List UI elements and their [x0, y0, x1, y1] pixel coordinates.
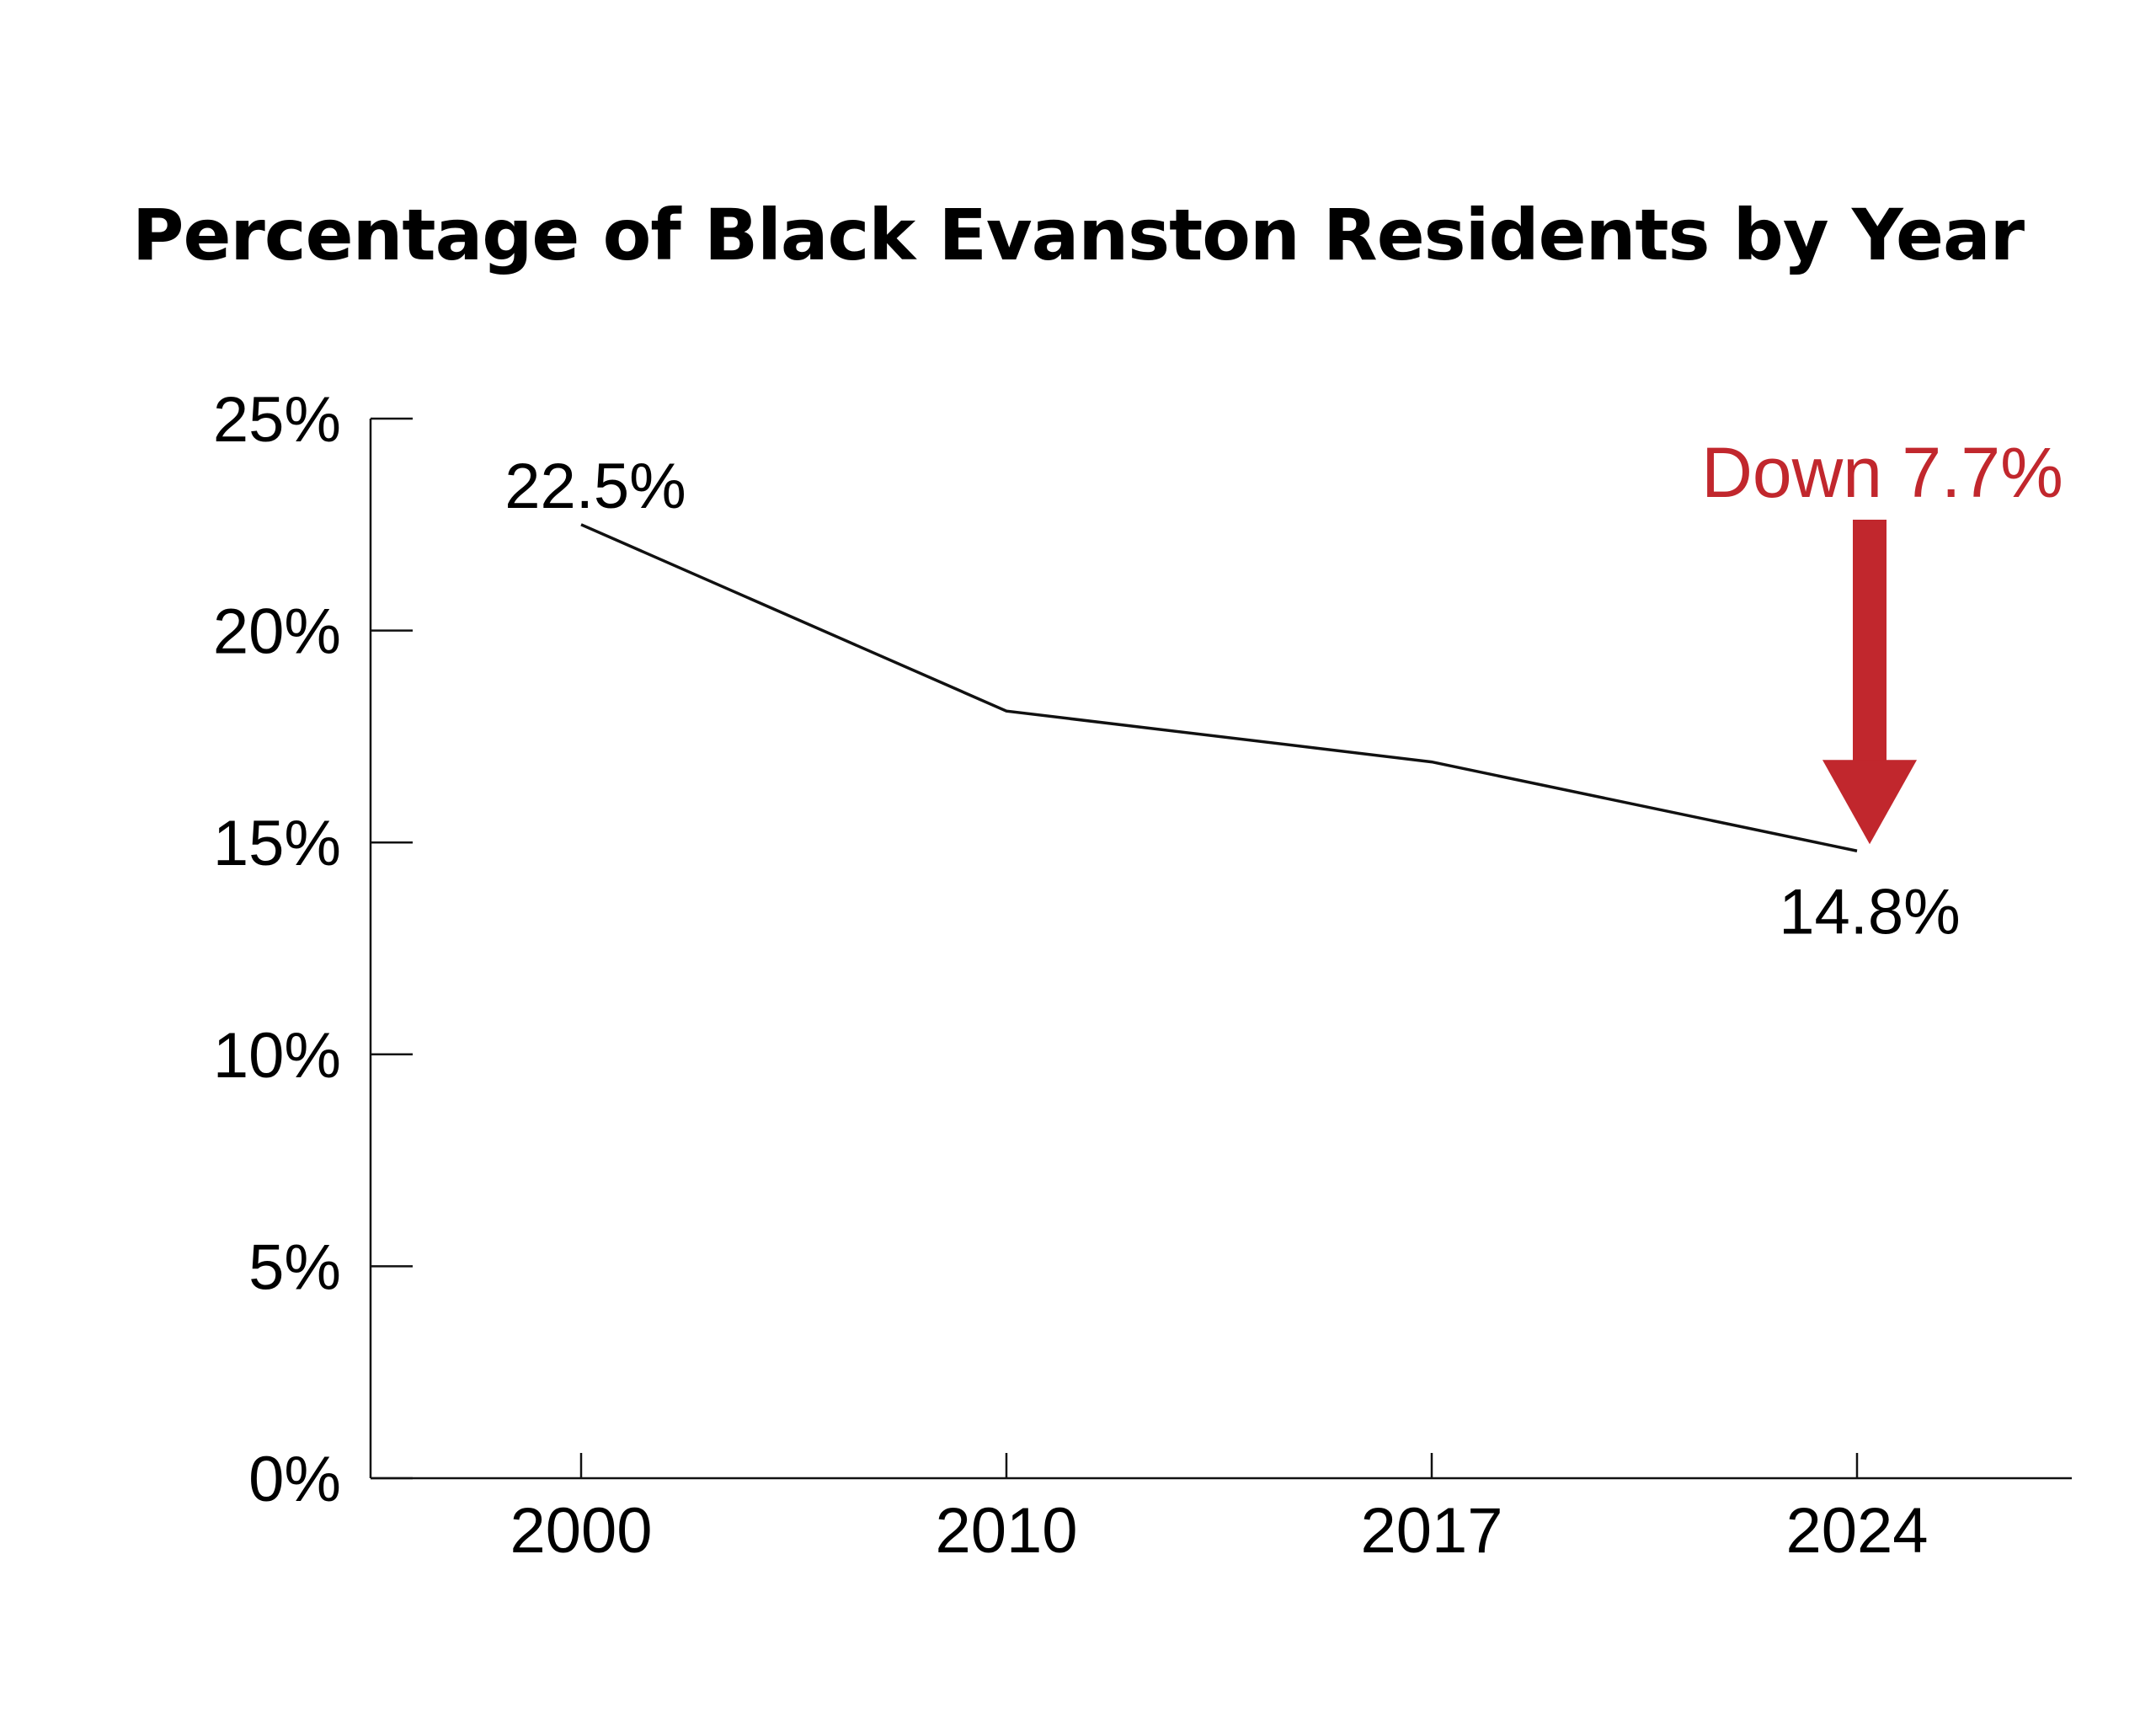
ticks: 0% 5% 10% 15% 20% 25% 2000 2010 2017 2024 — [213, 384, 1929, 1567]
y-tick-label: 25% — [213, 384, 341, 456]
annotation-text: Down 7.7% — [1701, 433, 2063, 512]
y-tick-label: 15% — [213, 808, 341, 879]
annotation-arrow-head — [1822, 760, 1917, 845]
data-label: 22.5% — [504, 451, 686, 522]
axes — [369, 419, 2072, 1480]
y-tick-label: 20% — [213, 596, 341, 668]
data-labels: 22.5% 14.8% — [504, 451, 1961, 948]
x-tick-label: 2010 — [935, 1495, 1077, 1567]
y-tick-label: 5% — [248, 1231, 341, 1303]
annotation-arrow-shaft — [1853, 520, 1886, 762]
y-tick-label: 10% — [213, 1020, 341, 1092]
series — [580, 523, 1858, 852]
x-tick-label: 2000 — [510, 1495, 652, 1567]
y-tick-label: 0% — [248, 1444, 341, 1515]
x-tick-label: 2017 — [1360, 1495, 1502, 1567]
chart-title: Percentage of Black Evanston Residents b… — [131, 194, 2025, 276]
data-label: 14.8% — [1779, 876, 1961, 948]
annotation: Down 7.7% — [1701, 433, 2063, 845]
series-line — [580, 523, 1858, 852]
x-tick-label: 2024 — [1785, 1495, 1928, 1567]
